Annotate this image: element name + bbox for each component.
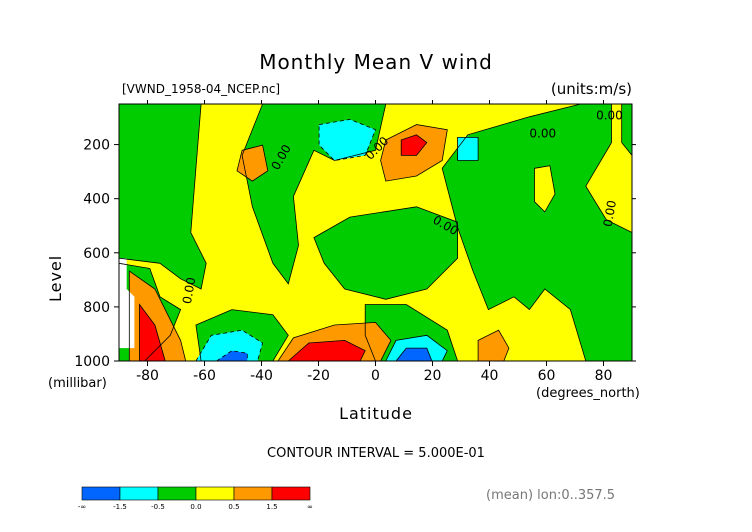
- legend-swatch: [81, 486, 121, 501]
- x-tick-label: 60: [538, 368, 556, 384]
- region-neg-deep-south: [216, 350, 248, 361]
- contour-line: [236, 144, 269, 182]
- y-tick-label: 800: [83, 300, 110, 316]
- legend-label: -∞: [78, 503, 86, 511]
- x-axis-label: Latitude: [339, 404, 413, 423]
- legend-label: 0.0: [190, 503, 201, 511]
- y-tick-label: 200: [83, 138, 110, 154]
- contour-line: [313, 206, 459, 300]
- x-tick-label: -80: [136, 368, 159, 384]
- contour-label: 0.00: [601, 199, 619, 228]
- legend-label: ∞: [307, 503, 313, 511]
- x-tick-label: 20: [424, 368, 442, 384]
- mean-range-text: (mean) lon:0..357.5: [486, 488, 616, 503]
- missing-data-notch: [119, 258, 135, 349]
- legend-label: 0.5: [228, 503, 239, 511]
- region-neg-mid-upper: [319, 119, 376, 161]
- legend-swatch: [233, 486, 273, 501]
- units-label: (units:m/s): [550, 80, 632, 98]
- contour-line: [400, 134, 428, 156]
- plot-axes: -80 -60 -40 -20 0 20 40 60 80 200 400 600 800 1000: [74, 100, 636, 384]
- y-tick-label: 600: [83, 246, 110, 262]
- region-neg-deep-lower: [396, 348, 432, 361]
- contour-label: 0.00: [529, 126, 556, 140]
- contour-line: [118, 103, 207, 290]
- x-tick-label: -40: [250, 368, 273, 384]
- contour-interval-text: CONTOUR INTERVAL = 5.000E-01: [267, 446, 485, 461]
- contour-label: 0.00: [596, 108, 623, 122]
- contour-line: [534, 165, 556, 213]
- contour-line: [241, 103, 387, 285]
- color-legend: -∞ -1.5 -0.5 0.0 0.5 1.5 ∞: [78, 486, 313, 511]
- x-tick-label: 0: [371, 368, 380, 384]
- x-tick-label: 40: [481, 368, 499, 384]
- contour-line: [128, 270, 187, 362]
- x-tick-label: -20: [307, 368, 330, 384]
- region-neg-far-east: [621, 104, 632, 156]
- legend-label: -0.5: [151, 503, 165, 511]
- x-tick-label: -60: [193, 368, 216, 384]
- region-neg-subtrop: [313, 206, 458, 300]
- legend-swatch: [157, 486, 197, 501]
- legend-label: -1.5: [113, 503, 127, 511]
- contour-line: [477, 329, 510, 362]
- dataset-filename: [VWND_1958-04_NCEP.nc]: [122, 82, 281, 96]
- region-neg-mid-east: [457, 137, 479, 161]
- legend-swatch: [271, 486, 311, 501]
- x-axis-units: (degrees_north): [536, 386, 640, 401]
- region-neg-west-column: [119, 104, 207, 289]
- legend-swatch: [195, 486, 235, 501]
- legend-label: 1.5: [266, 503, 277, 511]
- region-pos-deep-lower: [288, 340, 366, 361]
- y-tick-label: 400: [83, 192, 110, 208]
- x-tick-label: 80: [595, 368, 613, 384]
- contour-line: [380, 124, 448, 182]
- contour-line: [318, 118, 377, 161]
- contour-label: 0.00: [180, 276, 198, 305]
- chart-title: Monthly Mean V wind: [259, 50, 493, 74]
- contour-line: [457, 136, 479, 161]
- region-pos-mid-se: [478, 330, 509, 361]
- region-neg-east: [442, 104, 632, 361]
- region-pos-mid-north: [237, 145, 268, 182]
- legend-swatch: [119, 486, 159, 501]
- y-tick-label: 1000: [74, 354, 110, 370]
- region-pos-east-island: [534, 165, 555, 212]
- y-axis-label: Level: [46, 254, 65, 302]
- y-axis-units: (millibar): [48, 376, 107, 391]
- contour-fields: [119, 104, 632, 361]
